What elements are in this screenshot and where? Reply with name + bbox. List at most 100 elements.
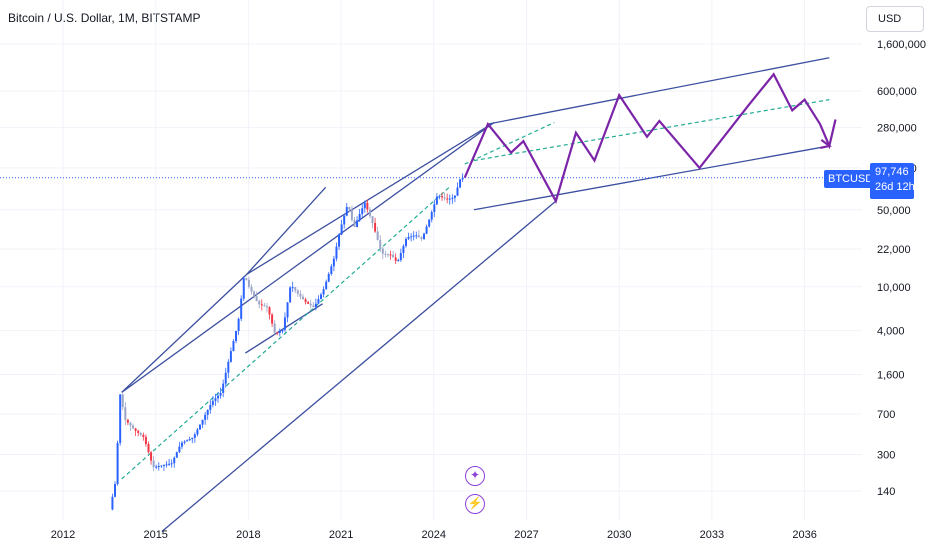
y-tick-label: 22,000	[877, 244, 911, 256]
candle-body	[271, 314, 274, 324]
candle-body	[343, 215, 346, 225]
candle-body	[461, 177, 464, 180]
candle-body	[283, 317, 286, 330]
midline	[464, 121, 555, 165]
sparkle-icon[interactable]: ✦	[465, 466, 485, 486]
y-tick-label: 1,600,000	[877, 39, 926, 51]
candle-body	[232, 341, 235, 352]
candle-body	[111, 496, 114, 510]
candle-body	[170, 463, 173, 465]
candle-body	[433, 204, 436, 212]
candle-body	[253, 291, 256, 297]
candle-body	[214, 398, 217, 401]
candle-body	[407, 236, 410, 239]
candle-body	[294, 287, 297, 291]
candle-body	[340, 224, 343, 235]
current-price-value: 97,746	[875, 166, 909, 178]
candle-body	[368, 209, 371, 217]
trendline	[121, 273, 248, 393]
candle-body	[366, 202, 369, 210]
candle-body	[147, 443, 150, 453]
x-tick-label: 2012	[51, 529, 75, 541]
candle-body	[384, 253, 387, 255]
candle-body	[191, 437, 194, 440]
candle-body	[307, 301, 310, 304]
candle-body	[227, 361, 230, 373]
candle-body	[168, 463, 171, 465]
candle-body	[242, 278, 245, 299]
trendline	[121, 121, 495, 393]
candle-body	[397, 260, 400, 262]
x-tick-label: 2036	[792, 529, 816, 541]
candle-body	[410, 236, 413, 238]
x-axis[interactable]: 2012 2015 2018 2021 2024 2027 2030 2033 2036	[51, 529, 817, 541]
candle-body	[451, 197, 454, 199]
candle-body	[237, 318, 240, 331]
x-tick-label: 2024	[422, 529, 446, 541]
candle-body	[204, 414, 207, 420]
candle-body	[353, 220, 356, 227]
candle-body	[392, 254, 395, 258]
candle-body	[448, 198, 451, 200]
candle-body	[291, 287, 294, 289]
candle-body	[186, 440, 189, 442]
y-tick-label: 300	[877, 450, 895, 462]
candle-body	[281, 329, 284, 332]
candle-body	[152, 460, 155, 468]
candle-body	[361, 208, 364, 215]
candle-body	[348, 207, 351, 210]
candle-body	[276, 332, 279, 334]
trendline	[244, 303, 323, 354]
candle-body	[178, 446, 181, 453]
candle-body	[376, 231, 379, 240]
candle-body	[441, 196, 444, 198]
candle-body	[144, 436, 147, 444]
y-tick-label: 1,600	[877, 369, 905, 381]
candle-body	[211, 400, 214, 405]
candle-body	[235, 330, 238, 342]
candle-body	[121, 394, 124, 408]
y-tick-label: 10,000	[877, 282, 911, 294]
candle-body	[129, 422, 132, 426]
candle-body	[278, 331, 281, 334]
trendline	[246, 121, 495, 275]
candle-body	[330, 266, 333, 274]
projection-line	[463, 72, 837, 204]
x-tick-label: 2018	[236, 529, 260, 541]
y-tick-label: 50,000	[877, 205, 911, 217]
candle-body	[363, 202, 366, 209]
candle-body	[142, 434, 145, 437]
candle-body	[379, 239, 382, 249]
candle-body	[443, 197, 446, 199]
candle-body	[358, 214, 361, 221]
candle-body	[247, 279, 250, 287]
candle-body	[222, 383, 225, 393]
candle-body	[114, 484, 117, 497]
candle-body	[188, 439, 191, 441]
x-tick-label: 2030	[607, 529, 631, 541]
candle-body	[301, 296, 304, 300]
candle-body	[206, 409, 209, 415]
candle-body	[399, 252, 402, 261]
candle-body	[124, 407, 127, 420]
x-tick-label: 2021	[329, 529, 353, 541]
candle-body	[309, 303, 312, 306]
candle-body	[394, 257, 397, 261]
currency-button[interactable]: USD	[866, 6, 924, 32]
y-axis[interactable]: 1,600,000600,000280,000120,00050,00022,0…	[877, 39, 926, 498]
x-tick-label: 2015	[143, 529, 167, 541]
lightning-icon[interactable]: ⚡	[465, 494, 485, 514]
candle-body	[412, 235, 415, 237]
candle-body	[116, 442, 119, 485]
trendlines	[0, 57, 862, 533]
candle-body	[345, 207, 348, 216]
midline	[121, 186, 450, 480]
current-price-label: 97,746 26d 12h	[870, 163, 915, 199]
price-candles	[111, 173, 464, 511]
candle-body	[180, 442, 183, 447]
candle-body	[312, 305, 315, 308]
x-tick-label: 2033	[700, 529, 724, 541]
candle-body	[374, 222, 377, 232]
candle-body	[325, 281, 328, 290]
